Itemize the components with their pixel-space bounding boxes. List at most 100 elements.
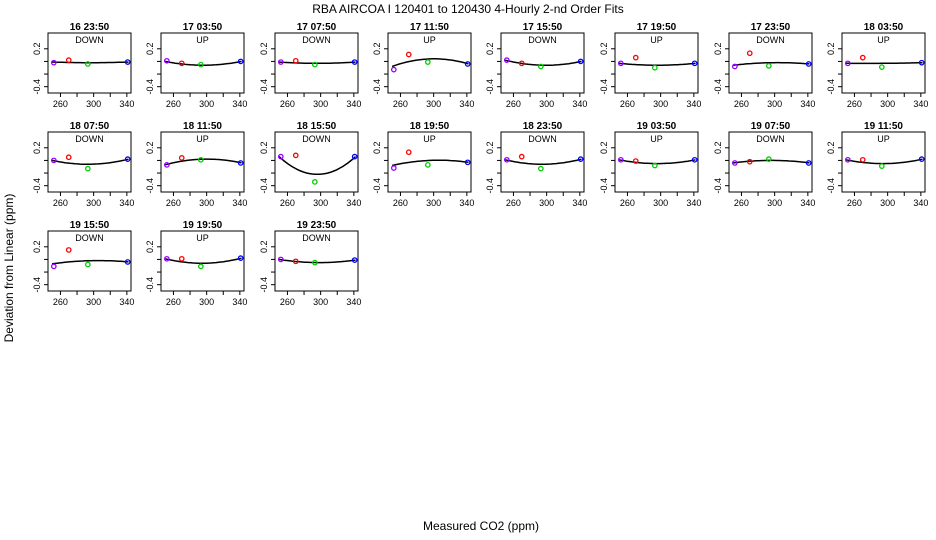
panel-frame: [387, 131, 472, 193]
fit-curve: [51, 158, 129, 165]
panel: 19 23:50 DOWN 0.2 -0.4 260 300 340: [259, 220, 361, 307]
y-tick-label: 0.2: [259, 43, 269, 56]
panel: 18 19:50 UP 0.2 -0.4 260 300 340: [372, 121, 474, 208]
panel-label: 17 07:50: [297, 22, 337, 33]
data-point: [163, 57, 170, 64]
y-tick-label: 0.2: [485, 142, 495, 155]
x-tick-label: 300: [653, 198, 668, 208]
x-tick-label: 260: [166, 99, 181, 109]
x-tick-label: 260: [280, 198, 295, 208]
data-point: [651, 64, 658, 71]
data-point: [237, 255, 244, 262]
panel: 17 19:50 UP 0.2 -0.4 260 300 340: [599, 22, 701, 109]
y-tick-label: 0.2: [259, 142, 269, 155]
y-tick-label: 0.2: [599, 142, 609, 155]
panel: 17 03:50 UP 0.2 -0.4 260 300 340: [145, 22, 247, 109]
y-tick-label: -0.4: [485, 178, 495, 194]
x-tick-label: 300: [86, 99, 101, 109]
data-point: [537, 165, 544, 172]
data-point: [277, 59, 284, 65]
x-tick-label: 300: [313, 99, 328, 109]
panel-label: 19 07:50: [751, 121, 791, 132]
x-tick-label: 260: [620, 198, 635, 208]
data-point: [918, 59, 925, 66]
y-tick-label: -0.4: [372, 178, 382, 194]
panel: 19 07:50 DOWN 0.2 -0.4 260 300 340: [713, 121, 815, 208]
x-tick-label: 340: [346, 99, 361, 109]
panel-label: 19 19:50: [183, 220, 223, 231]
x-tick-label: 260: [53, 297, 68, 307]
data-point: [691, 60, 698, 67]
panel-direction: DOWN: [75, 35, 104, 45]
x-tick-label: 340: [686, 198, 701, 208]
panel-frame: [274, 131, 359, 193]
data-point: [84, 261, 91, 268]
panel-direction: DOWN: [302, 134, 331, 144]
y-tick-label: 0.2: [259, 241, 269, 254]
panel-direction: DOWN: [75, 134, 104, 144]
fit-curve: [504, 59, 582, 66]
x-tick-label: 340: [686, 99, 701, 109]
data-point: [844, 60, 851, 67]
data-point: [731, 63, 738, 70]
x-tick-label: 300: [86, 198, 101, 208]
y-tick-label: 0.2: [372, 43, 382, 56]
panel: 18 11:50 UP 0.2 -0.4 260 300 340: [145, 121, 247, 208]
x-tick-label: 300: [653, 99, 668, 109]
panel: 18 07:50 DOWN 0.2 -0.4 260 300 340: [32, 121, 134, 208]
panel-direction: UP: [423, 134, 436, 144]
panel-direction: DOWN: [756, 35, 785, 45]
data-point: [84, 165, 91, 172]
x-tick-label: 260: [506, 198, 521, 208]
x-tick-label: 260: [166, 297, 181, 307]
x-tick-label: 340: [232, 297, 247, 307]
panel-direction: UP: [423, 35, 436, 45]
data-point: [805, 61, 812, 67]
panel: 17 23:50 DOWN 0.2 -0.4 260 300 340: [713, 22, 815, 109]
panel-direction: DOWN: [528, 134, 557, 144]
y-tick-label: -0.4: [599, 178, 609, 194]
x-tick-label: 340: [913, 99, 928, 109]
y-tick-label: -0.4: [713, 178, 723, 194]
data-point: [577, 58, 584, 65]
x-tick-label: 300: [767, 99, 782, 109]
y-tick-label: 0.2: [372, 142, 382, 155]
fit-curve: [391, 159, 469, 167]
panel-label: 19 15:50: [70, 220, 110, 231]
y-tick-label: -0.4: [826, 178, 836, 194]
panel-frame: [728, 32, 813, 94]
panel-label: 19 11:50: [864, 121, 903, 132]
data-point: [405, 51, 412, 58]
x-tick-label: 260: [847, 99, 862, 109]
x-tick-label: 340: [119, 99, 134, 109]
y-tick-label: -0.4: [259, 79, 269, 95]
panel: 19 03:50 UP 0.2 -0.4 260 300 340: [599, 121, 701, 208]
y-tick-label: -0.4: [599, 79, 609, 95]
panel-frame: [841, 32, 926, 94]
data-point: [124, 259, 131, 265]
data-point: [292, 57, 299, 64]
data-point: [424, 161, 431, 168]
data-point: [503, 57, 510, 64]
panel-frame: [387, 32, 472, 94]
x-tick-label: 260: [53, 198, 68, 208]
y-tick-label: -0.4: [145, 277, 155, 293]
panel: 17 07:50 DOWN 0.2 -0.4 260 300 340: [259, 22, 361, 109]
data-point: [65, 247, 72, 253]
y-tick-label: -0.4: [145, 79, 155, 95]
x-tick-label: 260: [166, 198, 181, 208]
panel-label: 18 03:50: [864, 22, 904, 33]
data-point: [577, 156, 584, 163]
panel: 16 23:50 DOWN 0.2 -0.4 260 300 340: [32, 22, 134, 109]
panel-direction: DOWN: [756, 134, 785, 144]
fit-curve: [391, 58, 469, 68]
y-tick-label: -0.4: [485, 79, 495, 95]
data-point: [124, 59, 131, 65]
x-tick-label: 300: [539, 198, 554, 208]
data-point: [50, 157, 57, 164]
x-tick-label: 340: [119, 198, 134, 208]
data-point: [731, 160, 738, 166]
panel-label: 17 03:50: [183, 22, 223, 33]
data-point: [50, 59, 57, 66]
x-tick-label: 340: [346, 297, 361, 307]
